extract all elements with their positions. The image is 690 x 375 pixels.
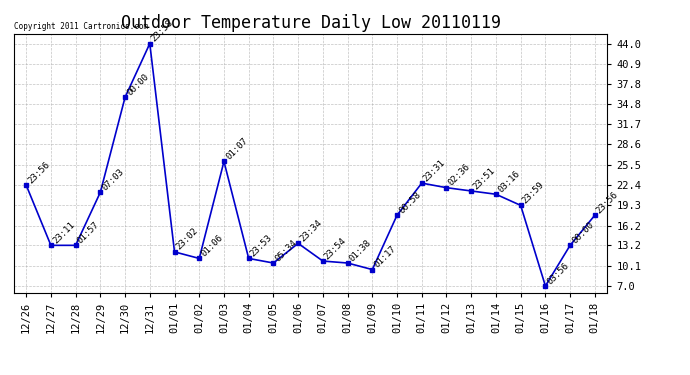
Text: 01:38: 01:38 bbox=[348, 238, 373, 263]
Text: 01:17: 01:17 bbox=[373, 244, 397, 270]
Text: 23:34: 23:34 bbox=[298, 218, 324, 243]
Text: 00:58: 00:58 bbox=[397, 190, 422, 215]
Text: 00:00: 00:00 bbox=[570, 220, 595, 245]
Text: 03:56: 03:56 bbox=[545, 261, 571, 286]
Text: 23:11: 23:11 bbox=[51, 220, 77, 245]
Text: 05:34: 05:34 bbox=[273, 238, 299, 263]
Text: 01:06: 01:06 bbox=[199, 233, 225, 258]
Text: 23:31: 23:31 bbox=[422, 158, 447, 183]
Text: 23:53: 23:53 bbox=[248, 233, 274, 258]
Text: 00:00: 00:00 bbox=[125, 72, 150, 97]
Text: 23:59: 23:59 bbox=[521, 180, 546, 206]
Text: 23:56: 23:56 bbox=[595, 190, 620, 215]
Text: 01:07: 01:07 bbox=[224, 136, 249, 162]
Text: 23:51: 23:51 bbox=[471, 166, 497, 191]
Text: 23:56: 23:56 bbox=[26, 160, 52, 185]
Text: 07:03: 07:03 bbox=[100, 167, 126, 192]
Text: 23:02: 23:02 bbox=[175, 226, 200, 252]
Text: Copyright 2011 Cartronics.com: Copyright 2011 Cartronics.com bbox=[14, 22, 148, 31]
Text: 02:36: 02:36 bbox=[446, 162, 472, 188]
Text: 01:57: 01:57 bbox=[76, 220, 101, 245]
Title: Outdoor Temperature Daily Low 20110119: Outdoor Temperature Daily Low 20110119 bbox=[121, 14, 500, 32]
Text: 23:58: 23:58 bbox=[150, 18, 175, 44]
Text: 03:16: 03:16 bbox=[496, 169, 522, 194]
Text: 23:54: 23:54 bbox=[323, 236, 348, 261]
